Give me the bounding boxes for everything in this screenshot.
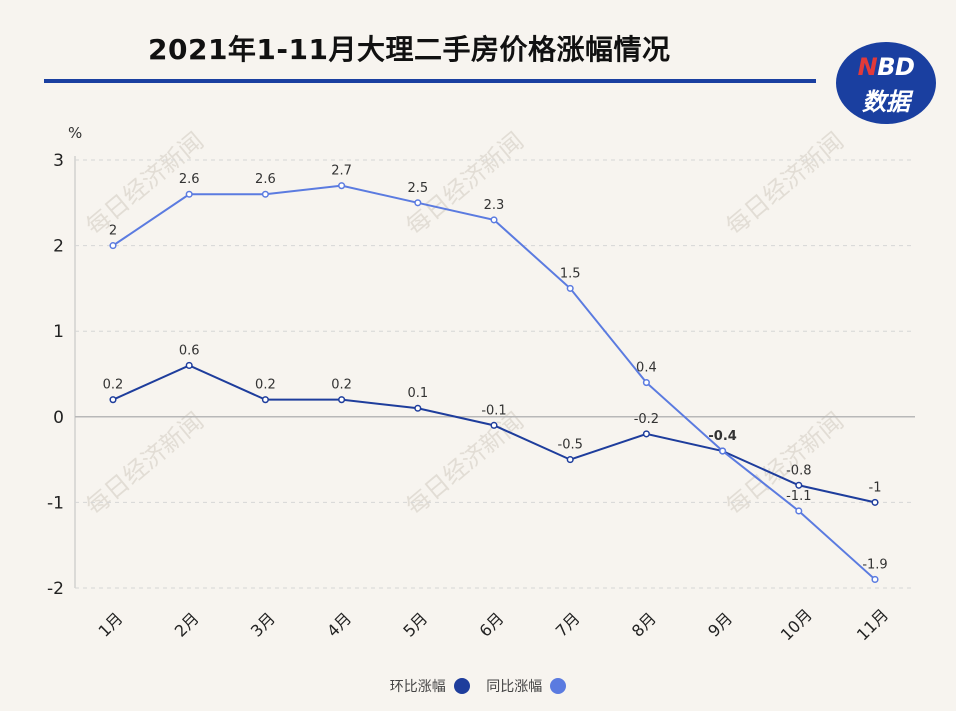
y-tick-label: 1 <box>53 322 64 342</box>
data-label: 2.5 <box>407 181 428 196</box>
y-tick-label: 2 <box>53 237 64 257</box>
data-point[interactable] <box>490 421 498 429</box>
data-label: 0.2 <box>331 378 352 393</box>
data-label: 0.2 <box>255 378 276 393</box>
chart-title: 2021年1-11月大理二手房价格涨幅情况 <box>148 33 671 66</box>
x-tick-label: 8月 <box>628 609 660 641</box>
data-point[interactable] <box>795 507 803 515</box>
data-label: 2.3 <box>484 198 505 213</box>
data-point[interactable] <box>566 456 574 464</box>
legend: 环比涨幅 同比涨幅 <box>0 676 956 696</box>
data-label: -0.4 <box>708 429 736 444</box>
data-point[interactable] <box>338 396 346 404</box>
data-point[interactable] <box>566 284 574 292</box>
title-underline <box>44 79 816 83</box>
y-unit-label: % <box>68 124 82 142</box>
x-tick-label: 3月 <box>247 609 279 641</box>
x-tick-label: 10月 <box>777 605 816 644</box>
legend-label-mom: 环比涨幅 <box>389 679 446 695</box>
y-tick-label: 3 <box>53 151 64 171</box>
data-point[interactable] <box>795 481 803 489</box>
x-tick-label: 1月 <box>95 609 127 641</box>
x-tick-label: 2月 <box>171 609 203 641</box>
data-point[interactable] <box>871 575 879 583</box>
data-point[interactable] <box>642 379 650 387</box>
logo-line2: 数据 <box>862 88 910 116</box>
data-label: -0.2 <box>634 412 659 427</box>
legend-dot-yoy <box>550 678 567 694</box>
x-tick-label: 6月 <box>476 609 508 641</box>
data-label: 2.6 <box>179 172 200 187</box>
data-point[interactable] <box>261 396 269 404</box>
data-label: 1.5 <box>560 266 581 281</box>
legend-item-mom[interactable]: 环比涨幅 <box>390 676 470 696</box>
legend-item-yoy[interactable]: 同比涨幅 <box>486 676 567 696</box>
data-point[interactable] <box>414 404 422 412</box>
x-tick-label: 11月 <box>853 605 892 644</box>
logo-line1: NBD <box>857 53 915 81</box>
x-tick-label: 4月 <box>323 609 355 641</box>
legend-dot-mom <box>453 678 470 694</box>
data-point[interactable] <box>414 199 422 207</box>
data-label: 2.7 <box>331 164 352 179</box>
x-tick-label: 9月 <box>704 609 736 641</box>
y-tick-label: -1 <box>47 493 64 513</box>
data-label: 2.6 <box>255 172 276 187</box>
watermark-text: 每日经济新闻 <box>721 127 849 241</box>
data-label: -1.1 <box>786 489 811 504</box>
data-label: 2 <box>109 224 117 239</box>
data-label: 0.2 <box>103 378 124 393</box>
data-label: -1 <box>869 480 882 495</box>
data-label: -0.8 <box>786 463 811 478</box>
data-point[interactable] <box>642 430 650 438</box>
legend-label-yoy: 同比涨幅 <box>486 679 543 695</box>
y-tick-label: -2 <box>47 579 64 599</box>
watermark-text: 每日经济新闻 <box>401 407 529 521</box>
nbd-logo: NBD 数据 <box>836 42 936 124</box>
x-tick-label: 7月 <box>552 609 584 641</box>
data-label: -1.9 <box>862 557 887 572</box>
x-tick-label: 5月 <box>399 609 431 641</box>
watermark-text: 每日经济新闻 <box>81 407 209 521</box>
data-label: -0.5 <box>558 438 583 453</box>
data-label: 0.6 <box>179 343 200 358</box>
data-point[interactable] <box>109 242 117 250</box>
data-point[interactable] <box>185 361 193 369</box>
data-point[interactable] <box>185 190 193 198</box>
data-point[interactable] <box>338 182 346 190</box>
data-label: 0.4 <box>636 361 657 376</box>
data-point[interactable] <box>871 498 879 506</box>
y-tick-label: 0 <box>53 408 64 428</box>
data-point[interactable] <box>490 216 498 224</box>
data-label: 0.1 <box>407 386 428 401</box>
data-point[interactable] <box>261 190 269 198</box>
data-point[interactable] <box>109 396 117 404</box>
data-label: -0.1 <box>481 403 506 418</box>
data-point[interactable] <box>719 447 727 455</box>
